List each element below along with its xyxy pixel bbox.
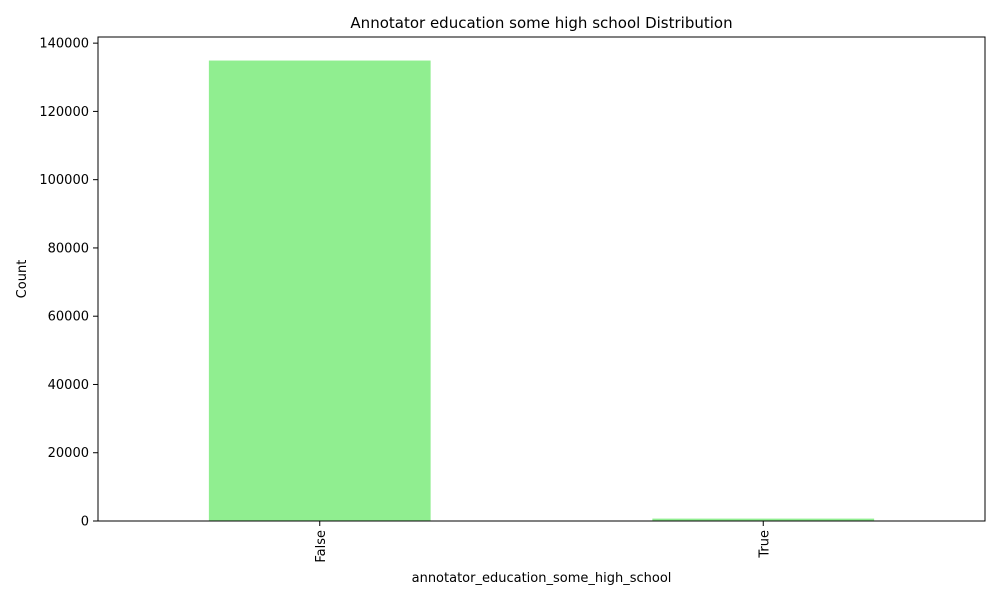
y-axis: 0 20000 40000 60000 80000 100000 120000 140000: [39, 37, 98, 530]
plot-frame: [97, 36, 986, 522]
x-axis-label: annotator_education_some_high_school: [412, 571, 672, 586]
bar-false: [208, 60, 431, 521]
y-tick-label: 60000: [48, 310, 89, 325]
y-tick-label: 80000: [48, 241, 89, 256]
x-tick-label: False: [314, 530, 329, 563]
y-tick-label: 20000: [48, 446, 89, 461]
x-axis: False True: [314, 521, 772, 563]
y-tick-label: 140000: [39, 37, 89, 52]
y-tick-label: 100000: [39, 173, 89, 188]
bars-layer: [208, 60, 875, 521]
y-tick-label: 0: [81, 515, 89, 530]
bar-true: [652, 518, 875, 521]
x-tick-label: True: [757, 530, 772, 559]
chart-title: Annotator education some high school Dis…: [350, 14, 732, 32]
y-axis-label: Count: [15, 260, 30, 299]
y-tick-label: 40000: [48, 378, 89, 393]
y-tick-label: 120000: [39, 105, 89, 120]
